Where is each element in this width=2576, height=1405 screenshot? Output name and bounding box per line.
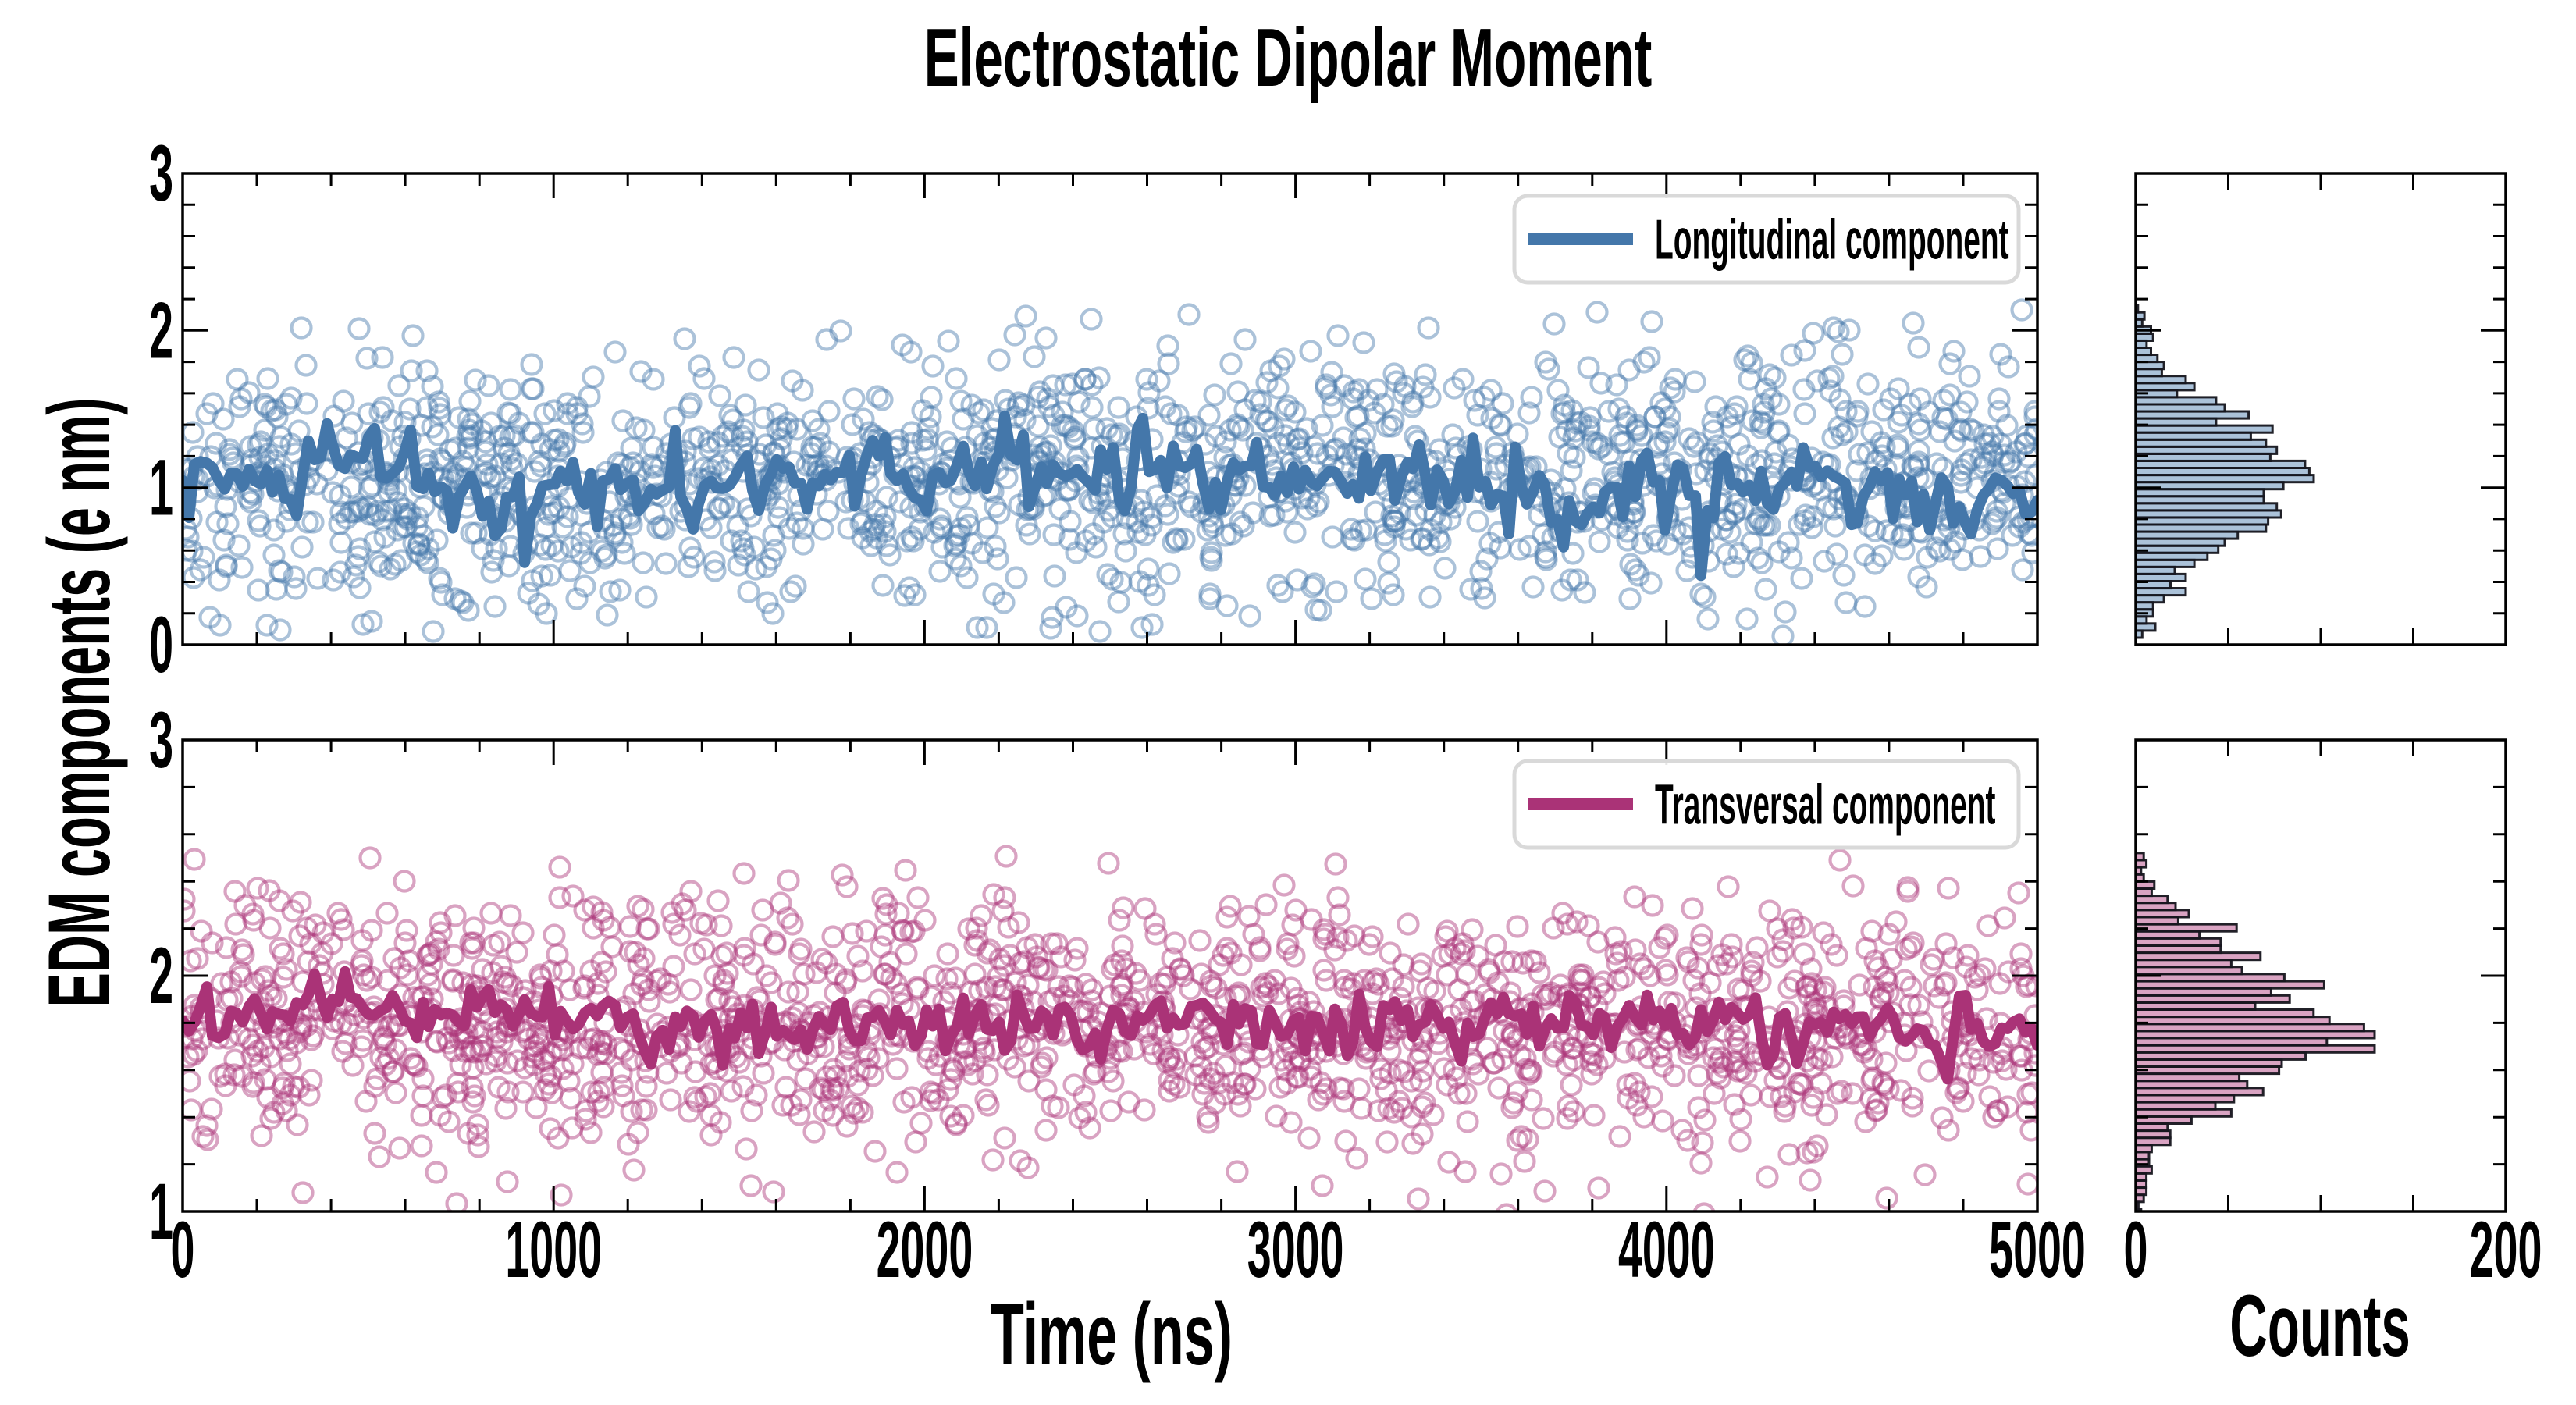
svg-text:1: 1 <box>149 1168 173 1256</box>
svg-text:0: 0 <box>149 601 173 689</box>
svg-text:3000: 3000 <box>1247 1206 1344 1294</box>
svg-text:Transversal component: Transversal component <box>1655 774 1995 837</box>
svg-text:Time (ns): Time (ns) <box>991 1285 1233 1383</box>
svg-text:5000: 5000 <box>1989 1206 2086 1294</box>
svg-text:2: 2 <box>149 287 173 375</box>
svg-text:2: 2 <box>149 932 173 1020</box>
svg-text:200: 200 <box>2470 1206 2542 1294</box>
svg-text:2000: 2000 <box>877 1206 973 1294</box>
svg-text:1: 1 <box>149 444 173 532</box>
svg-text:3: 3 <box>149 696 173 784</box>
svg-text:Counts: Counts <box>2229 1276 2410 1375</box>
svg-text:3: 3 <box>149 130 173 218</box>
svg-text:Longitudinal component: Longitudinal component <box>1655 209 2009 272</box>
svg-text:Electrostatic Dipolar Moment: Electrostatic Dipolar Moment <box>924 12 1653 104</box>
svg-text:EDM components (e nm): EDM components (e nm) <box>30 397 128 1007</box>
svg-text:0: 0 <box>171 1206 195 1294</box>
svg-text:0: 0 <box>2124 1206 2148 1294</box>
svg-text:4000: 4000 <box>1618 1206 1715 1294</box>
svg-text:1000: 1000 <box>505 1206 602 1294</box>
